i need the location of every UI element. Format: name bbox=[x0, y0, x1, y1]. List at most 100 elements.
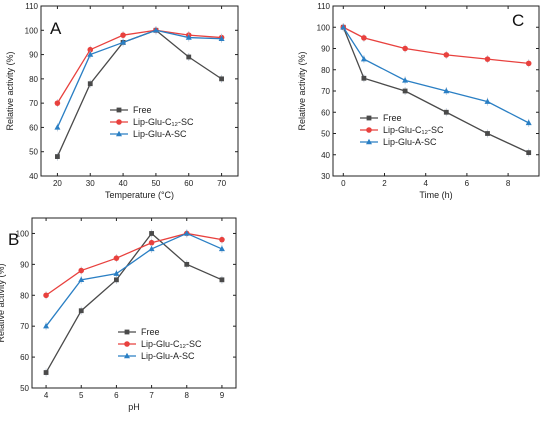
x-tick-label: 60 bbox=[184, 179, 193, 188]
data-point bbox=[148, 239, 155, 246]
data-point bbox=[78, 276, 85, 283]
data-point bbox=[183, 230, 190, 236]
legend: Free Lip-Glu-C₁₂-SC Lip-Glu-A-SC bbox=[110, 105, 194, 139]
data-point bbox=[120, 39, 127, 45]
series-2 bbox=[43, 229, 225, 331]
series-line bbox=[56, 29, 222, 128]
data-point bbox=[152, 27, 159, 33]
series-1 bbox=[43, 229, 225, 300]
x-axis-label: pH bbox=[128, 402, 140, 412]
y-axis-label: Relative activity (%) bbox=[0, 263, 6, 342]
y-tick-label: 50 bbox=[20, 384, 29, 393]
legend-label: Lip-Glu-A-SC bbox=[141, 351, 195, 361]
x-axis-label: Temperature (°C) bbox=[105, 190, 174, 200]
series-line bbox=[342, 26, 529, 124]
legend-marker bbox=[366, 138, 372, 145]
x-tick-label: 4 bbox=[423, 179, 428, 188]
data-point bbox=[443, 109, 449, 115]
x-tick-label: 50 bbox=[151, 179, 160, 188]
x-tick-label: 2 bbox=[382, 179, 387, 188]
legend-label: Lip-Glu-A-SC bbox=[383, 137, 437, 147]
plot-frame bbox=[40, 5, 239, 177]
data-point bbox=[443, 87, 450, 94]
y-tick-label: 60 bbox=[29, 123, 38, 132]
y-tick-label: 40 bbox=[29, 172, 38, 181]
x-tick-label: 40 bbox=[119, 179, 128, 188]
data-point bbox=[218, 245, 225, 252]
data-point bbox=[186, 54, 192, 60]
series-line bbox=[45, 232, 223, 373]
data-point bbox=[526, 150, 532, 156]
x-tick-label: 30 bbox=[86, 179, 95, 188]
x-tick-label: 6 bbox=[465, 179, 470, 188]
data-point bbox=[360, 55, 367, 62]
series-2 bbox=[340, 23, 532, 127]
data-point bbox=[55, 154, 60, 159]
data-point bbox=[525, 60, 532, 67]
y-tick-label: 100 bbox=[16, 229, 30, 238]
data-point bbox=[149, 231, 154, 236]
data-point bbox=[87, 51, 94, 57]
x-tick-label: 6 bbox=[114, 391, 119, 400]
series-line bbox=[56, 29, 222, 104]
y-tick-label: 70 bbox=[29, 99, 38, 108]
panel-letter: A bbox=[50, 19, 62, 38]
data-point bbox=[43, 292, 49, 299]
y-tick-label: 90 bbox=[321, 45, 330, 54]
panel-letter: C bbox=[512, 11, 524, 30]
data-point bbox=[402, 45, 408, 52]
x-axis-label: Time (h) bbox=[419, 190, 452, 200]
chart-panel-b: 4 5 6 7 8 9 50 60 70 80 90 100 pH Relative activity (… bbox=[0, 217, 237, 412]
data-point bbox=[113, 270, 120, 276]
series-1 bbox=[340, 23, 532, 68]
series-0 bbox=[43, 229, 225, 377]
data-point bbox=[484, 56, 491, 62]
data-point bbox=[361, 35, 367, 41]
y-tick-label: 80 bbox=[20, 291, 29, 300]
y-tick-label: 90 bbox=[20, 260, 29, 269]
data-point bbox=[113, 255, 120, 261]
legend-marker bbox=[124, 341, 130, 347]
y-tick-label: 80 bbox=[29, 75, 38, 84]
y-tick-label: 60 bbox=[321, 108, 330, 117]
legend-marker bbox=[366, 127, 372, 133]
data-point bbox=[54, 100, 61, 106]
series-0 bbox=[55, 26, 224, 161]
legend-marker bbox=[124, 329, 130, 335]
y-tick-label: 80 bbox=[321, 66, 330, 75]
data-point bbox=[402, 88, 408, 94]
data-point bbox=[219, 76, 224, 82]
y-tick-label: 60 bbox=[20, 353, 29, 362]
data-point bbox=[485, 131, 490, 136]
data-point bbox=[114, 277, 119, 283]
y-tick-label: 90 bbox=[29, 51, 38, 60]
legend-label: Lip-Glu-C₁₂-SC bbox=[141, 339, 202, 349]
data-point bbox=[43, 370, 49, 375]
legend-marker bbox=[124, 352, 130, 359]
y-tick-label: 50 bbox=[321, 130, 330, 139]
x-tick-label: 0 bbox=[341, 179, 346, 188]
series-2 bbox=[54, 26, 225, 132]
data-point bbox=[340, 24, 347, 30]
x-tick-label: 8 bbox=[506, 179, 511, 188]
data-point bbox=[361, 75, 367, 81]
data-point bbox=[87, 81, 93, 87]
data-point bbox=[184, 261, 190, 267]
x-tick-label: 20 bbox=[53, 179, 62, 188]
x-tick-label: 4 bbox=[44, 391, 49, 400]
legend: Free Lip-Glu-C₁₂-SC Lip-Glu-A-SC bbox=[360, 113, 444, 147]
legend-label: Lip-Glu-A-SC bbox=[133, 129, 187, 139]
x-tick-label: 7 bbox=[149, 391, 154, 400]
data-point bbox=[484, 98, 491, 104]
chart-panel-c: 0 2 4 6 8 30 40 50 60 70 80 90 100 110 Time (h) Relativ… bbox=[297, 2, 540, 200]
data-point bbox=[185, 34, 192, 40]
data-point bbox=[219, 277, 225, 283]
series-line bbox=[342, 27, 529, 154]
series-line bbox=[45, 232, 223, 327]
data-point bbox=[78, 308, 84, 314]
data-point bbox=[87, 46, 94, 53]
legend-marker bbox=[116, 130, 122, 137]
legend-marker bbox=[116, 119, 122, 125]
panel-letter: B bbox=[8, 230, 19, 249]
x-tick-label: 9 bbox=[220, 391, 225, 400]
